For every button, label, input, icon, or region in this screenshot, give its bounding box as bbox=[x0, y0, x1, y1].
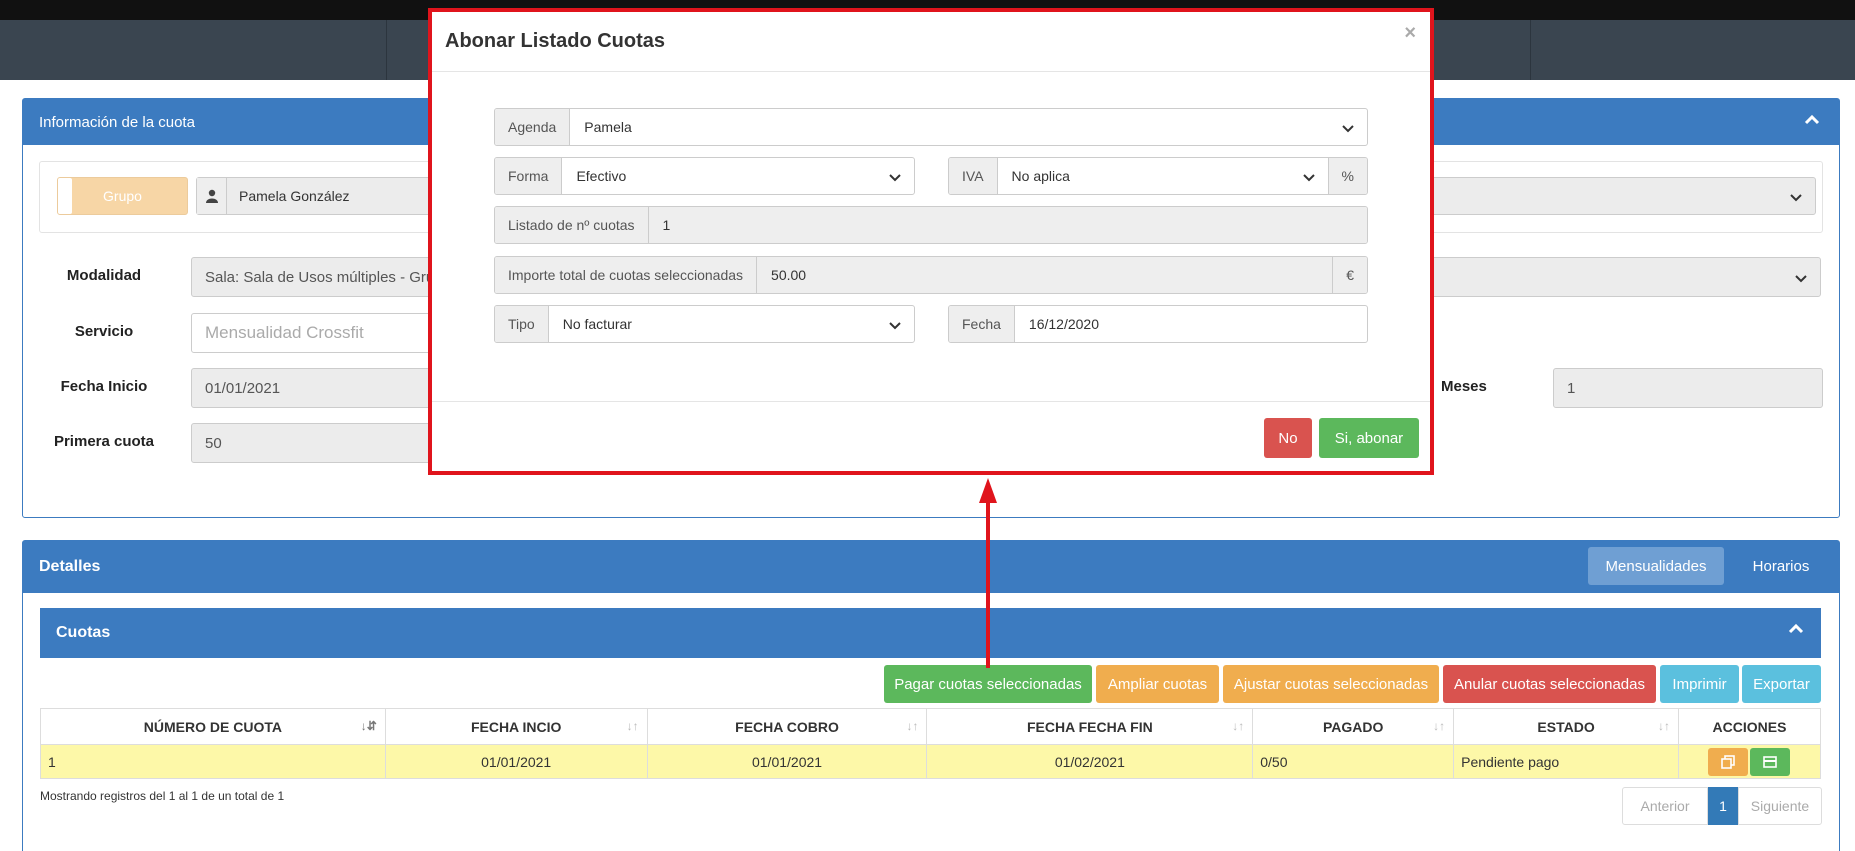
tab-mensualidades[interactable]: Mensualidades bbox=[1588, 547, 1724, 585]
client-name: Pamela González bbox=[239, 188, 350, 204]
tipo-value: No facturar bbox=[562, 316, 632, 332]
exportar-button[interactable]: Exportar bbox=[1742, 665, 1821, 703]
tab-horarios[interactable]: Horarios bbox=[1752, 557, 1810, 575]
iva-value-wrap: No aplica bbox=[998, 158, 1328, 194]
user-icon bbox=[197, 178, 227, 214]
no-button[interactable]: No bbox=[1264, 418, 1312, 458]
ajustar-cuotas-button[interactable]: Ajustar cuotas seleccionadas bbox=[1223, 665, 1439, 703]
pagar-cuotas-button[interactable]: Pagar cuotas seleccionadas bbox=[884, 665, 1092, 703]
primera-cuota-label: Primera cuota bbox=[53, 433, 155, 450]
chevron-down-icon bbox=[1790, 194, 1802, 202]
toggle-knob bbox=[58, 178, 72, 214]
si-abonar-button[interactable]: Si, abonar bbox=[1319, 418, 1419, 458]
pagination-next[interactable]: Siguiente bbox=[1738, 787, 1822, 825]
modal-footer bbox=[432, 401, 1430, 402]
cell-fecha-fin: 01/02/2021 bbox=[926, 744, 1254, 779]
chevron-up-icon[interactable] bbox=[1787, 620, 1805, 638]
column-header-acciones: ACCIONES bbox=[1678, 708, 1821, 745]
fecha-field[interactable]: Fecha 16/12/2020 bbox=[948, 305, 1368, 343]
servicio-label: Servicio bbox=[74, 323, 134, 340]
forma-value: Efectivo bbox=[576, 168, 627, 184]
fecha-label: Fecha bbox=[949, 306, 1015, 342]
modalidad-value: Sala: Sala de Usos múltiples - Grupo bbox=[205, 268, 451, 286]
chevron-down-icon bbox=[1342, 125, 1354, 133]
column-header-fecha-cobro[interactable]: FECHA COBRO ↓↑ bbox=[646, 708, 928, 745]
importe-suffix: € bbox=[1332, 257, 1367, 293]
modalidad-label: Modalidad bbox=[66, 267, 142, 284]
chevron-down-icon bbox=[1795, 275, 1807, 283]
fecha-inicio-input[interactable]: 01/01/2021 bbox=[191, 368, 431, 408]
iva-label: IVA bbox=[949, 158, 998, 194]
forma-label: Forma bbox=[495, 158, 563, 194]
navbar-divider bbox=[386, 20, 387, 80]
pagination-page[interactable]: 1 bbox=[1708, 787, 1738, 825]
close-icon[interactable]: × bbox=[1404, 22, 1416, 44]
fecha-inicio-label: Fecha Inicio bbox=[60, 378, 148, 395]
imprimir-button[interactable]: Imprimir bbox=[1660, 665, 1739, 703]
group-toggle-button[interactable]: Grupo bbox=[57, 177, 188, 215]
ampliar-cuotas-button[interactable]: Ampliar cuotas bbox=[1096, 665, 1219, 703]
meses-input[interactable]: 1 bbox=[1553, 368, 1823, 408]
importe-value: 50.00 bbox=[757, 257, 1333, 293]
tipo-label: Tipo bbox=[495, 306, 549, 342]
modal-header: Abonar Listado Cuotas × bbox=[432, 12, 1430, 72]
copy-icon[interactable] bbox=[1708, 748, 1748, 776]
importe-field[interactable]: Importe total de cuotas seleccionadas 50… bbox=[494, 256, 1368, 294]
modal-title: Abonar Listado Cuotas bbox=[445, 30, 666, 52]
cuotas-panel-title: Cuotas bbox=[56, 624, 111, 641]
agenda-label: Agenda bbox=[495, 109, 571, 145]
pagination-previous[interactable]: Anterior bbox=[1622, 787, 1708, 825]
fecha-value: 16/12/2020 bbox=[1028, 316, 1099, 332]
tipo-select[interactable]: Tipo No facturar bbox=[494, 305, 915, 343]
listado-cuotas-field[interactable]: Listado de nº cuotas 1 bbox=[494, 206, 1368, 244]
column-header-fecha-fin[interactable]: FECHA FECHA FIN ↓↑ bbox=[926, 708, 1254, 745]
cell-estado: Pendiente pago bbox=[1453, 744, 1679, 779]
agenda-select[interactable]: Agenda Pamela bbox=[494, 108, 1368, 146]
table-row[interactable]: 1 01/01/2021 01/01/2021 01/02/2021 0/50 … bbox=[40, 744, 1821, 779]
chevron-down-icon bbox=[889, 322, 901, 330]
table-info: Mostrando registros del 1 al 1 de un tot… bbox=[40, 789, 285, 803]
agenda-value-wrap: Pamela bbox=[570, 109, 1367, 145]
column-header-numero[interactable]: NÚMERO DE CUOTA ↓⇵ bbox=[40, 708, 386, 745]
iva-select[interactable]: IVA No aplica % bbox=[948, 157, 1368, 195]
primera-cuota-input[interactable]: 50 bbox=[191, 423, 431, 463]
cell-acciones bbox=[1678, 744, 1821, 779]
credit-card-icon[interactable] bbox=[1750, 748, 1790, 776]
column-header-fecha-inicio[interactable]: FECHA INCIO ↓↑ bbox=[384, 708, 648, 745]
abonar-modal: Abonar Listado Cuotas × Agenda Pamela Fo… bbox=[428, 8, 1434, 475]
forma-value-wrap: Efectivo bbox=[562, 158, 914, 194]
cell-numero: 1 bbox=[40, 744, 386, 779]
cell-fecha-inicio: 01/01/2021 bbox=[384, 744, 648, 779]
cell-pagado: 0/50 bbox=[1252, 744, 1455, 779]
cuotas-table: NÚMERO DE CUOTA ↓⇵ FECHA INCIO ↓↑ FECHA CO… bbox=[40, 708, 1821, 779]
column-header-pagado[interactable]: PAGADO ↓↑ bbox=[1252, 708, 1455, 745]
chevron-up-icon[interactable] bbox=[1803, 111, 1821, 129]
cell-fecha-cobro: 01/01/2021 bbox=[646, 744, 928, 779]
details-panel-header: Detalles Mensualidades Horarios bbox=[23, 541, 1839, 593]
agenda-value: Pamela bbox=[584, 119, 632, 135]
iva-value: No aplica bbox=[1011, 168, 1070, 184]
chevron-down-icon bbox=[1302, 174, 1315, 182]
meses-label: Meses bbox=[1441, 378, 1487, 395]
navbar-divider bbox=[1530, 20, 1531, 80]
forma-select[interactable]: Forma Efectivo bbox=[494, 157, 915, 195]
anular-cuotas-button[interactable]: Anular cuotas seleccionadas bbox=[1443, 665, 1656, 703]
servicio-input[interactable]: Mensualidad Crossfit bbox=[191, 313, 431, 353]
iva-suffix: % bbox=[1327, 158, 1367, 194]
column-header-estado[interactable]: ESTADO ↓↑ bbox=[1453, 708, 1679, 745]
importe-label: Importe total de cuotas seleccionadas bbox=[495, 257, 758, 293]
details-panel-title: Detalles bbox=[39, 558, 101, 575]
tipo-value-wrap: No facturar bbox=[549, 306, 914, 342]
listado-value: 1 bbox=[648, 207, 1367, 243]
cuotas-panel-header[interactable]: Cuotas bbox=[40, 608, 1821, 658]
info-panel-title: Información de la cuota bbox=[39, 113, 195, 131]
chevron-down-icon bbox=[889, 174, 901, 182]
listado-label: Listado de nº cuotas bbox=[495, 207, 649, 243]
